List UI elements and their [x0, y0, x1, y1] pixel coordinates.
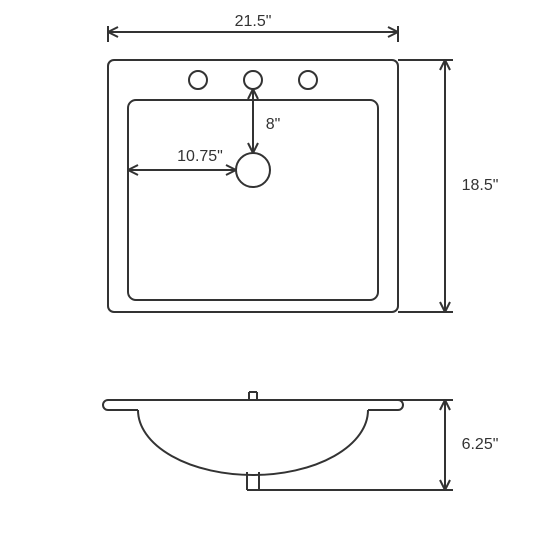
dim-drain-center-x: 10.75"	[128, 148, 236, 175]
dim-depth: 6.25"	[440, 400, 498, 490]
dim-width: 21.5"	[108, 13, 398, 37]
faucet-hole-2	[244, 71, 262, 89]
svg-text:6.25": 6.25"	[462, 436, 499, 453]
svg-text:18.5": 18.5"	[462, 177, 499, 194]
dim-height: 18.5"	[440, 60, 498, 312]
svg-text:8": 8"	[266, 116, 281, 133]
drain-hole	[236, 153, 270, 187]
sink-dimension-diagram: 21.5" 18.5" 10.75" 8" 6.25"	[0, 0, 550, 550]
dim-drain-center-y: 8"	[248, 89, 280, 153]
side-view	[103, 392, 403, 490]
faucet-hole-3	[299, 71, 317, 89]
svg-text:10.75": 10.75"	[177, 148, 223, 165]
svg-text:21.5": 21.5"	[235, 13, 272, 30]
faucet-hole-1	[189, 71, 207, 89]
